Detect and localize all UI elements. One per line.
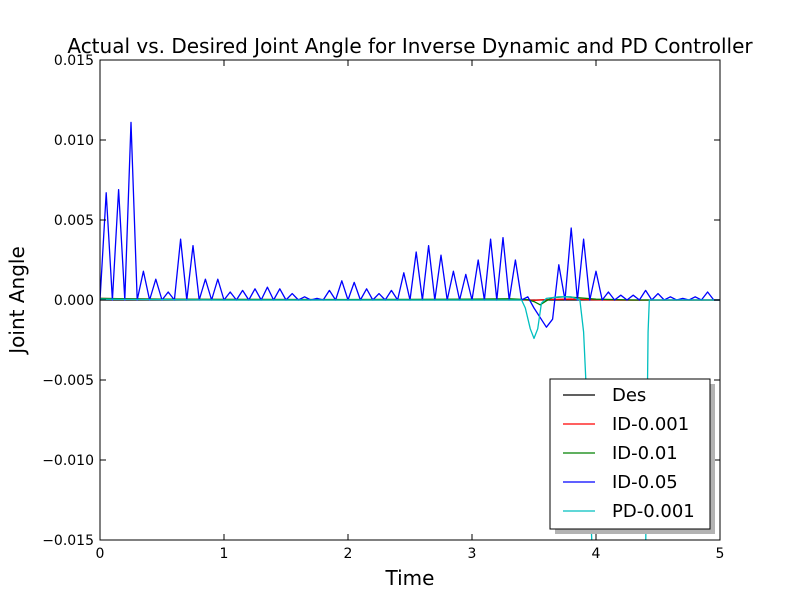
y-tick-label: −0.005 [42, 373, 94, 389]
legend-box [549, 378, 711, 530]
y-tick-label: −0.015 [42, 533, 94, 549]
x-tick-label: 4 [592, 546, 601, 562]
x-tick-label: 5 [716, 546, 725, 562]
legend-label-des: Des [612, 385, 646, 406]
legend-label-id-0-01: ID-0.01 [612, 443, 678, 464]
y-tick-label: 0.015 [54, 53, 94, 69]
x-axis: 0 1 2 3 4 5 [96, 60, 725, 562]
y-tick-label: −0.010 [42, 453, 94, 469]
series-line-id-0-05 [100, 121, 720, 328]
legend: Des ID-0.001 ID-0.01 ID-0.05 PD-0.001 [549, 378, 715, 534]
legend-label-pd-0-001: PD-0.001 [612, 501, 695, 522]
y-tick-label: 0.010 [54, 133, 94, 149]
y-axis: −0.015 −0.010 −0.005 0.000 0.005 0.010 0.015 [42, 53, 720, 549]
legend-label-id-0-001: ID-0.001 [612, 414, 689, 435]
y-tick-label: 0.005 [54, 213, 94, 229]
x-tick-label: 2 [344, 546, 353, 562]
chart-title: Actual vs. Desired Joint Angle for Inver… [67, 34, 753, 58]
x-axis-label: Time [385, 566, 435, 590]
x-tick-label: 3 [468, 546, 477, 562]
x-tick-label: 0 [96, 546, 105, 562]
legend-entries: Des ID-0.001 ID-0.01 ID-0.05 PD-0.001 [563, 385, 695, 522]
y-axis-label: Joint Angle [5, 246, 29, 355]
x-tick-label: 1 [220, 546, 229, 562]
y-tick-label: 0.000 [54, 293, 94, 309]
legend-label-id-0-05: ID-0.05 [612, 472, 678, 493]
